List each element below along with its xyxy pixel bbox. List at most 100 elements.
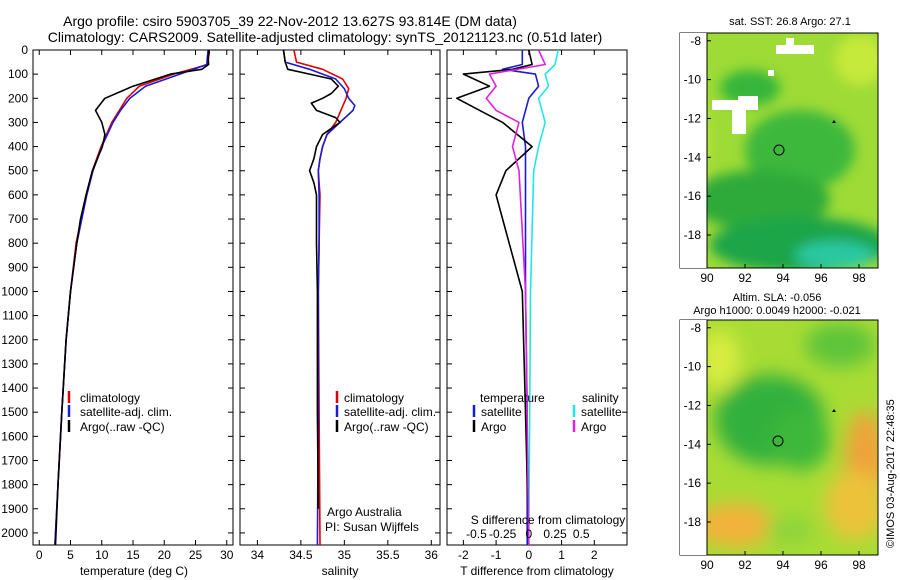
s-diff-tick-label: -0.25 xyxy=(489,527,517,541)
map-y-tick-label: -8 xyxy=(690,34,701,48)
map-x-tick-label: 96 xyxy=(814,558,828,572)
y-tick-label: 600 xyxy=(8,188,28,202)
series-salinity-argo xyxy=(485,50,547,545)
map-x-tick-label: 92 xyxy=(738,558,752,572)
y-tick-label: 200 xyxy=(8,91,28,105)
x-tick-label: 20 xyxy=(158,548,172,562)
temperature-legend: climatology satellite-adj. clim. Argo(..… xyxy=(67,391,172,434)
difference-legend: temperature satellite Argo salinity sate… xyxy=(472,391,622,434)
y-tick-label: 400 xyxy=(8,140,28,154)
y-tick-label: 900 xyxy=(8,260,28,274)
s-difference-label: S difference from climatology xyxy=(471,513,626,527)
y-tick-label: 1300 xyxy=(1,357,28,371)
x-tick-label: 1 xyxy=(558,548,565,562)
y-tick-label: 1500 xyxy=(1,405,28,419)
series-group-difference-profile xyxy=(455,50,560,545)
map-x-tick-label: 90 xyxy=(700,558,714,572)
figure-title: Argo profile: csiro 5903705_39 22-Nov-20… xyxy=(63,13,517,29)
x-tick-label: 0 xyxy=(525,548,532,562)
argo-australia-label: Argo Australia xyxy=(327,505,402,519)
y-tick-label: 0 xyxy=(21,43,28,57)
legend-argo: Argo(..raw -QC) xyxy=(80,420,165,434)
figure-subtitle: Climatology: CARS2009. Satellite-adjuste… xyxy=(48,29,603,45)
imos-stamp: ©IMOS 03-Aug-2017 22:48:35 xyxy=(885,399,897,548)
legend-climatology-2: climatology xyxy=(344,391,404,405)
series-argo-raw-qc- xyxy=(54,50,211,545)
x-tick-label: 30 xyxy=(220,548,234,562)
series-salinity-satellite xyxy=(528,50,560,545)
map-x-tick-label: 98 xyxy=(852,271,866,285)
map-y-tick-label: -8 xyxy=(690,321,701,335)
map-y-tick-label: -18 xyxy=(684,515,702,529)
y-tick-label: 1600 xyxy=(1,429,28,443)
series-temperature-argo xyxy=(455,50,533,545)
map-x-tick-label: 96 xyxy=(814,271,828,285)
legend-satellite: satellite-adj. clim. xyxy=(80,405,172,419)
x-tick-label: 5 xyxy=(67,548,74,562)
legend-temp-argo: Argo xyxy=(481,420,507,434)
y-tick-label: 1200 xyxy=(1,333,28,347)
legend-sal-argo: Argo xyxy=(581,420,607,434)
series-argo-raw-qc- xyxy=(282,50,341,509)
y-tick-label: 100 xyxy=(8,67,28,81)
legend-temp-satellite: satellite xyxy=(481,405,522,419)
legend-climatology: climatology xyxy=(80,391,140,405)
difference-panel xyxy=(446,49,628,546)
sla-map-subtitle: Argo h1000: 0.0049 h2000: -0.021 xyxy=(693,305,861,317)
sla-map-title: Altim. SLA: -0.056 xyxy=(733,292,822,304)
map-y-tick-label: -10 xyxy=(684,73,702,87)
x-tick-label: 25 xyxy=(189,548,203,562)
y-tick-label: 1700 xyxy=(1,453,28,467)
series-group-salinity-profile xyxy=(282,50,356,545)
s-diff-tick-label: 0.5 xyxy=(573,527,590,541)
legend-sal-satellite: satellite xyxy=(581,405,622,419)
x-tick-label: 34.5 xyxy=(289,548,313,562)
pi-label: PI: Susan Wijffels xyxy=(325,520,419,534)
legend-argo-2: Argo(..raw -QC) xyxy=(344,420,429,434)
y-tick-label: 1000 xyxy=(1,284,28,298)
t-difference-xlabel: T difference from climatology xyxy=(460,564,614,578)
series-satellite-adj-clim- xyxy=(282,50,356,545)
y-tick-label: 300 xyxy=(8,115,28,129)
salinity-panel xyxy=(239,49,441,546)
y-tick-label: 1800 xyxy=(1,478,28,492)
sla-map-field xyxy=(679,319,879,556)
salinity-xlabel: salinity xyxy=(322,564,359,578)
legend-temperature-title: temperature xyxy=(480,391,545,405)
x-tick-label: 35.5 xyxy=(376,548,400,562)
s-diff-tick-label: -0.5 xyxy=(466,527,487,541)
chart-marks: 0 5 10 15 20 25 300100200300400500600700800900… xyxy=(1,34,866,572)
map-y-tick-label: -14 xyxy=(684,437,702,451)
map-y-tick-label: -12 xyxy=(684,111,702,125)
sst-map-title: sat. SST: 26.8 Argo: 27.1 xyxy=(729,16,851,28)
y-tick-label: 1400 xyxy=(1,381,28,395)
s-diff-tick-label: 0.25 xyxy=(543,527,567,541)
map-y-tick-label: -12 xyxy=(684,398,702,412)
map-x-tick-label: 94 xyxy=(776,271,790,285)
map-x-tick-label: 90 xyxy=(700,271,714,285)
x-tick-label: 10 xyxy=(95,548,109,562)
x-tick-label: -2 xyxy=(458,548,469,562)
map-y-tick-label: -16 xyxy=(684,476,702,490)
map-x-tick-label: 98 xyxy=(852,558,866,572)
salinity-legend: climatology satellite-adj. clim. Argo(..… xyxy=(325,391,436,534)
y-tick-label: 1900 xyxy=(1,502,28,516)
x-tick-label: 15 xyxy=(126,548,140,562)
legend-satellite-2: satellite-adj. clim. xyxy=(344,405,436,419)
sst-map-field xyxy=(679,32,879,269)
y-tick-label: 500 xyxy=(8,164,28,178)
y-tick-label: 1100 xyxy=(2,309,28,323)
x-tick-label: 36 xyxy=(425,548,439,562)
temperature-xlabel: temperature (deg C) xyxy=(80,564,188,578)
argo-position-marker xyxy=(773,144,785,156)
s-diff-tick-label: 0 xyxy=(525,527,532,541)
x-tick-label: 34 xyxy=(251,548,265,562)
map-y-tick-label: -10 xyxy=(684,360,702,374)
map-y-tick-label: -14 xyxy=(684,150,702,164)
argo-position-marker-2 xyxy=(772,435,784,447)
x-tick-label: 35 xyxy=(338,548,352,562)
series-group-temperature-profile xyxy=(54,50,211,545)
map-x-tick-label: 94 xyxy=(776,558,790,572)
x-tick-label: 0 xyxy=(36,548,43,562)
